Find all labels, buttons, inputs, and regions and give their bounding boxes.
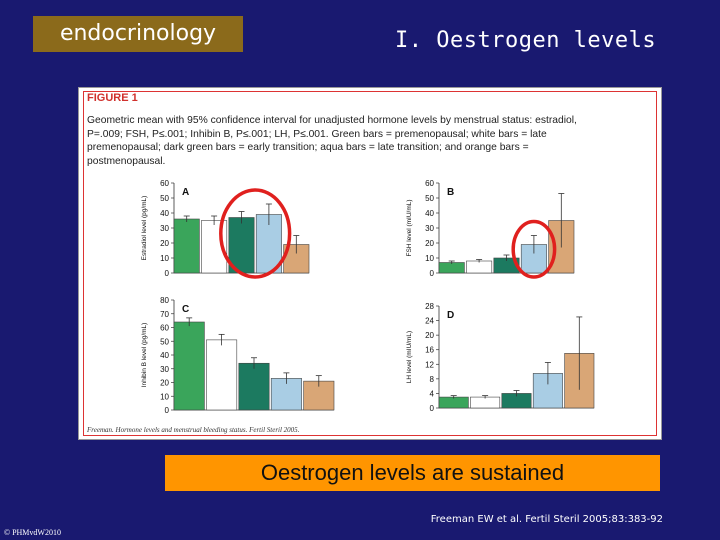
y-tick-label: 0 [430, 404, 435, 413]
y-tick-label: 12 [425, 360, 434, 369]
y-tick-label: 0 [165, 269, 170, 278]
y-tick-label: 0 [165, 406, 170, 415]
figure-label: FIGURE 1 [87, 92, 138, 104]
conclusion-banner: Oestrogen levels are sustained [165, 455, 660, 491]
y-tick-label: 20 [160, 239, 169, 248]
panel-letter: D [447, 310, 454, 321]
bar [228, 217, 255, 274]
y-tick-label: 30 [425, 224, 434, 233]
y-axis-label: Inhibin B level (pg/mL) [141, 323, 148, 388]
y-tick-label: 60 [160, 324, 169, 333]
y-tick-label: 4 [430, 389, 435, 398]
topic-tag: endocrinology [33, 16, 243, 52]
panel-letter: B [447, 187, 454, 198]
y-tick-label: 30 [160, 224, 169, 233]
y-tick-label: 30 [160, 365, 169, 374]
y-tick-label: 80 [160, 296, 169, 305]
copyright-note: © PHMvdW2010 [4, 528, 61, 537]
highlight-circle [219, 188, 292, 279]
bar [466, 260, 493, 274]
caption-line: Geometric mean with 95% confidence inter… [87, 115, 577, 126]
y-tick-label: 60 [425, 179, 434, 188]
caption-line: premenopausal; dark green bars = early t… [87, 142, 529, 153]
y-axis-label: FSH level (mIU/mL) [406, 199, 413, 256]
bar [470, 396, 501, 409]
panel-letter: A [182, 187, 189, 198]
bar [173, 321, 205, 411]
bar [206, 339, 238, 411]
y-axis-label: LH level (mIU/mL) [406, 331, 413, 383]
reference-citation: Freeman EW et al. Fertil Steril 2005;83:… [430, 514, 663, 525]
y-tick-label: 10 [160, 254, 169, 263]
y-tick-label: 60 [160, 179, 169, 188]
figure-credit: Freeman. Hormone levels and menstrual bl… [87, 426, 300, 434]
y-tick-label: 50 [425, 194, 434, 203]
y-tick-label: 50 [160, 194, 169, 203]
figure-frame [83, 91, 657, 436]
slide-title: I. Oestrogen levels [395, 28, 657, 53]
y-tick-label: 20 [425, 331, 434, 340]
y-tick-label: 10 [160, 392, 169, 401]
y-tick-label: 40 [160, 209, 169, 218]
y-tick-label: 28 [425, 302, 434, 311]
panel-letter: C [182, 304, 189, 315]
y-axis-label: Estradiol level (pg/mL) [141, 196, 148, 261]
figure-caption: Geometric mean with 95% confidence inter… [87, 114, 652, 168]
caption-line: postmenopausal. [87, 155, 166, 167]
figure-image: FIGURE 1 Geometric mean with 95% confide… [78, 87, 662, 440]
y-tick-label: 8 [430, 375, 435, 384]
caption-line: P=.009; FSH, P≤.001; Inhibin B, P≤.001; … [87, 128, 547, 140]
bar [438, 396, 469, 409]
y-tick-label: 24 [425, 317, 434, 326]
y-tick-label: 16 [425, 346, 434, 355]
highlight-circle [511, 219, 557, 279]
y-tick-label: 40 [425, 209, 434, 218]
y-tick-label: 40 [160, 351, 169, 360]
bar [238, 362, 270, 411]
y-tick-label: 10 [425, 254, 434, 263]
y-tick-label: 50 [160, 337, 169, 346]
bar [173, 218, 200, 274]
y-tick-label: 20 [160, 379, 169, 388]
bar [438, 262, 465, 274]
y-tick-label: 70 [160, 310, 169, 319]
y-tick-label: 20 [425, 239, 434, 248]
y-tick-label: 0 [430, 269, 435, 278]
